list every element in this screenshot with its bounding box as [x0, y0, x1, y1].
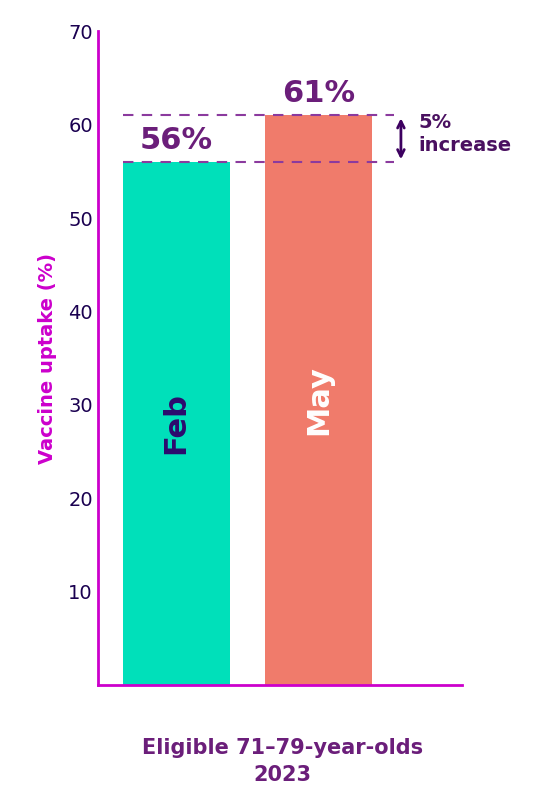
- Text: 2023: 2023: [254, 765, 311, 785]
- Text: 56%: 56%: [140, 126, 213, 155]
- Text: May: May: [305, 365, 333, 435]
- Text: 5%: 5%: [418, 113, 451, 131]
- Y-axis label: Vaccine uptake (%): Vaccine uptake (%): [38, 253, 57, 464]
- Text: Feb: Feb: [162, 393, 191, 454]
- Bar: [123, 162, 230, 685]
- Bar: [266, 116, 372, 685]
- Text: Eligible 71–79-year-olds: Eligible 71–79-year-olds: [142, 737, 423, 758]
- Text: increase: increase: [418, 136, 511, 155]
- Text: 61%: 61%: [282, 79, 356, 108]
